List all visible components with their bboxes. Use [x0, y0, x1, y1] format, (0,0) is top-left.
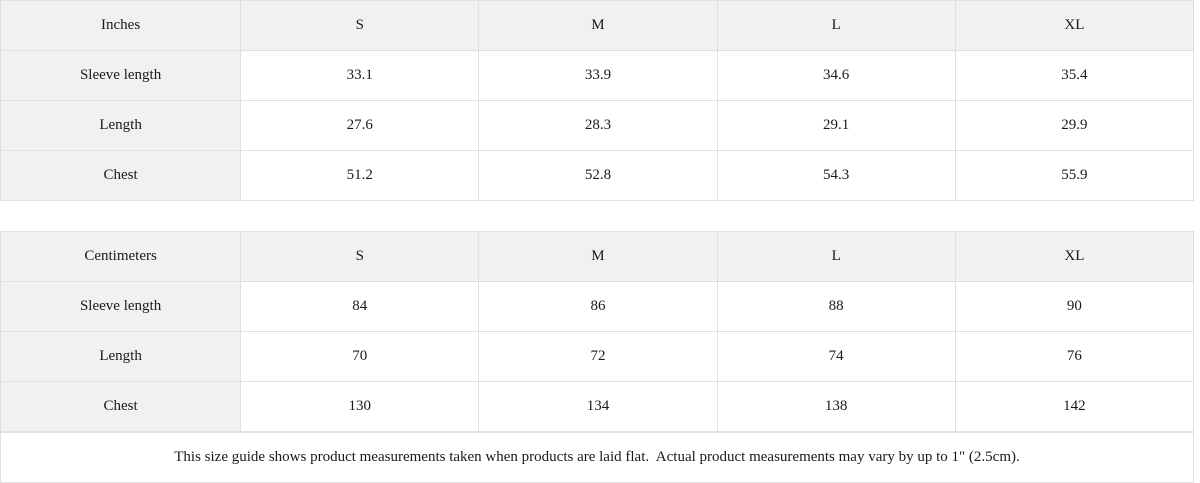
size-header-l: L — [716, 231, 956, 282]
measurement-label-sleeve-length: Sleeve length — [0, 50, 242, 101]
table-row: Chest 51.2 52.8 54.3 55.9 — [0, 150, 1195, 201]
measurement-label-sleeve-length: Sleeve length — [0, 281, 242, 332]
unit-label-inches: Inches — [0, 0, 242, 51]
size-table-centimeters: Centimeters S M L XL Sleeve length 84 86… — [0, 231, 1195, 432]
measurement-value: 142 — [954, 381, 1195, 432]
measurement-value: 90 — [954, 281, 1195, 332]
measurement-label-length: Length — [0, 100, 242, 151]
measurement-value: 52.8 — [478, 150, 718, 201]
table-row: Chest 130 134 138 142 — [0, 381, 1195, 432]
size-header-xl: XL — [954, 231, 1195, 282]
measurement-value: 55.9 — [954, 150, 1195, 201]
size-guide-footnote-table: This size guide shows product measuremen… — [0, 432, 1194, 483]
unit-label-centimeters: Centimeters — [0, 231, 242, 282]
measurement-value: 88 — [716, 281, 956, 332]
measurement-label-chest: Chest — [0, 150, 242, 201]
measurement-value: 138 — [716, 381, 956, 432]
size-header-s: S — [240, 0, 480, 51]
table-row: Length 70 72 74 76 — [0, 331, 1195, 382]
measurement-value: 72 — [478, 331, 718, 382]
measurement-value: 29.1 — [716, 100, 956, 151]
measurement-value: 76 — [954, 331, 1195, 382]
size-header-m: M — [478, 231, 718, 282]
measurement-label-length: Length — [0, 331, 242, 382]
table-row: Sleeve length 84 86 88 90 — [0, 281, 1195, 332]
table-row: Length 27.6 28.3 29.1 29.9 — [0, 100, 1195, 151]
size-header-l: L — [716, 0, 956, 51]
measurement-value: 33.9 — [478, 50, 718, 101]
measurement-value: 70 — [240, 331, 480, 382]
measurement-value: 35.4 — [954, 50, 1195, 101]
measurement-value: 29.9 — [954, 100, 1195, 151]
measurement-value: 54.3 — [716, 150, 956, 201]
size-header-xl: XL — [954, 0, 1195, 51]
measurement-value: 34.6 — [716, 50, 956, 101]
size-table-inches: Inches S M L XL Sleeve length 33.1 33.9 … — [0, 0, 1195, 201]
size-guide-footnote: This size guide shows product measuremen… — [0, 432, 1194, 483]
measurement-value: 28.3 — [478, 100, 718, 151]
measurement-value: 84 — [240, 281, 480, 332]
measurement-value: 86 — [478, 281, 718, 332]
measurement-value: 74 — [716, 331, 956, 382]
measurement-value: 27.6 — [240, 100, 480, 151]
footnote-row: This size guide shows product measuremen… — [0, 432, 1194, 483]
measurement-value: 134 — [478, 381, 718, 432]
measurement-value: 130 — [240, 381, 480, 432]
measurement-value: 33.1 — [240, 50, 480, 101]
table-spacer — [0, 201, 1196, 231]
table-header-row: Centimeters S M L XL — [0, 231, 1195, 282]
size-header-m: M — [478, 0, 718, 51]
measurement-value: 51.2 — [240, 150, 480, 201]
measurement-label-chest: Chest — [0, 381, 242, 432]
table-header-row: Inches S M L XL — [0, 0, 1195, 51]
table-row: Sleeve length 33.1 33.9 34.6 35.4 — [0, 50, 1195, 101]
size-header-s: S — [240, 231, 480, 282]
